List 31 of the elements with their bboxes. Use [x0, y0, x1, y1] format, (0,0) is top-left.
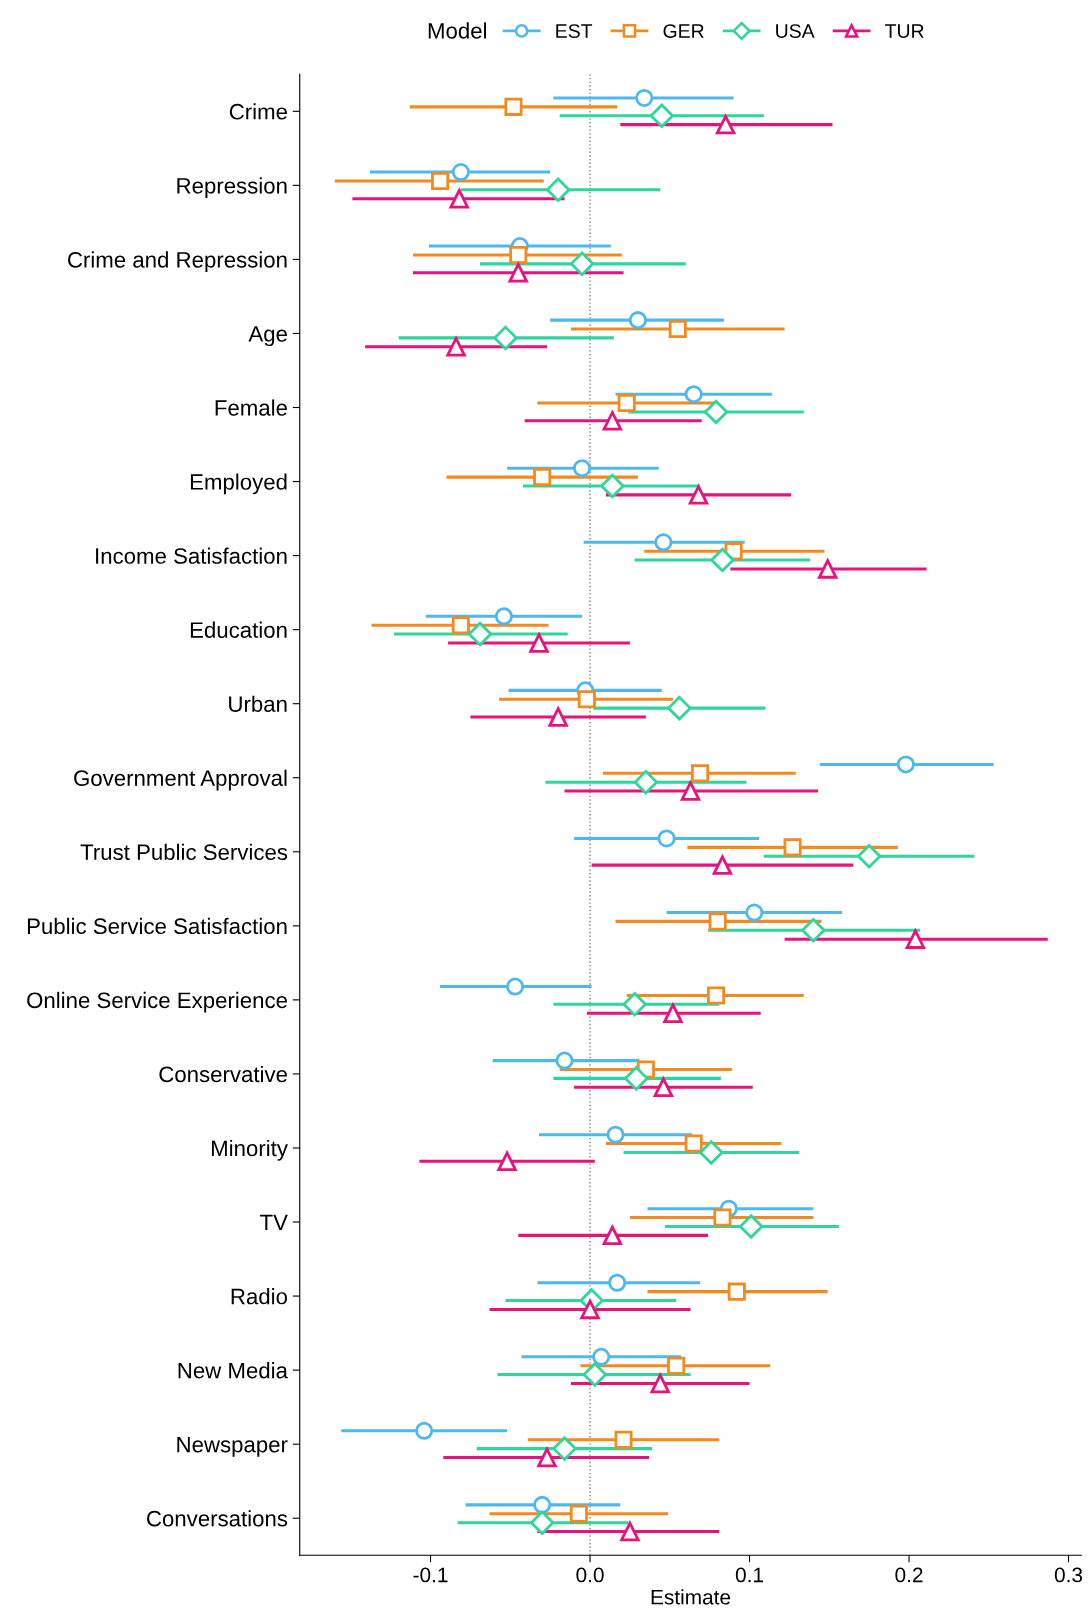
legend-title: Model: [428, 22, 487, 39]
y-tick-label: Age: [248, 326, 287, 347]
x-tick-label: 0.0: [576, 1567, 604, 1583]
y-tick-label: Newspaper: [177, 1436, 288, 1457]
y-tick-label: Female: [215, 399, 287, 416]
y-tick-label: Income Satisfaction: [96, 547, 287, 564]
y-tick-label: Employed: [190, 473, 287, 495]
x-tick-label: 0.2: [895, 1567, 923, 1583]
x-axis-title: Estimate: [651, 1589, 731, 1605]
y-tick-label: Conversations: [147, 1510, 288, 1527]
legend-label: EST: [556, 24, 593, 38]
y-tick-label: Crime and Repression: [68, 251, 287, 273]
y-tick-label: Urban: [229, 695, 287, 712]
y-tick-label: New Media: [178, 1362, 288, 1379]
y-tick-label: TV: [260, 1214, 288, 1231]
y-tick-label: Radio: [231, 1288, 288, 1305]
x-tick-label: -0.1: [413, 1567, 448, 1583]
legend-label: GER: [663, 24, 704, 38]
y-tick-label: Repression: [177, 177, 287, 199]
y-tick-label: Conservative: [159, 1065, 287, 1083]
x-tick-label: 0.3: [1054, 1567, 1083, 1583]
y-tick-label: Government Approval: [74, 769, 287, 791]
y-tick-label: Online Service Experience: [27, 991, 287, 1013]
y-tick-label: Crime: [229, 103, 287, 120]
legend-label: TUR: [885, 24, 924, 38]
y-tick-label: Minority: [211, 1139, 288, 1161]
legend-label: USA: [776, 24, 815, 38]
y-tick-label: Education: [190, 621, 287, 638]
x-tick-label: 0.1: [735, 1567, 763, 1583]
y-tick-label: Trust Public Services: [80, 843, 288, 861]
y-tick-label: Public Service Satisfaction: [27, 917, 287, 935]
